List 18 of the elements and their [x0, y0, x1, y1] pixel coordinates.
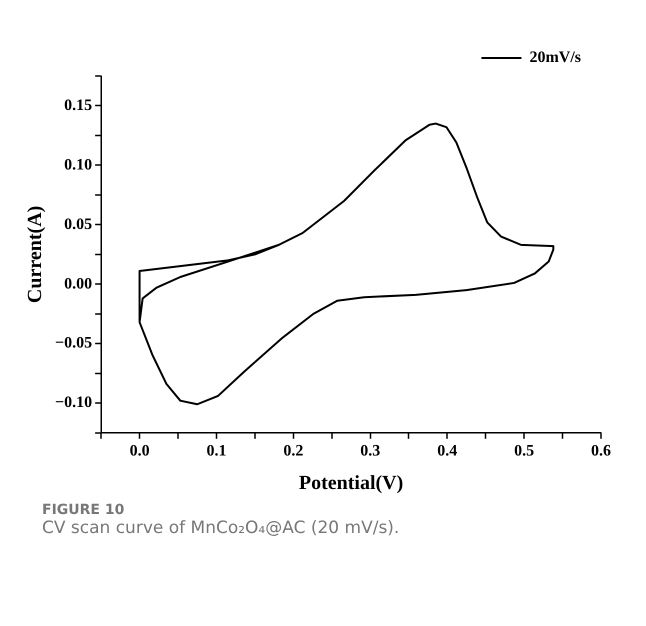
- x-tick-label: 0.4: [437, 442, 458, 460]
- text: CV scan curve of MnCo₂O₄@AC (20 mV/s).: [42, 518, 400, 538]
- x-tick-label: 0.1: [206, 442, 226, 460]
- x-tick-label: 0.5: [514, 442, 534, 460]
- y-tick-label: 0.10: [64, 156, 92, 174]
- x-axis-title: Potential(V): [298, 472, 404, 494]
- legend-label: 20mV/s: [529, 49, 582, 66]
- x-tick-label: 0.0: [130, 442, 150, 460]
- y-tick-label: −0.05: [54, 334, 92, 352]
- y-tick-label: 0.05: [64, 216, 92, 233]
- x-tick-label: 0.6: [591, 442, 611, 460]
- caption: FIGURE 10: [42, 502, 126, 518]
- x-tick-label: 0.2: [283, 442, 304, 460]
- y-tick-label: −0.10: [54, 394, 92, 412]
- y-tick-label: 0.00: [64, 275, 92, 292]
- y-tick-label: 0.15: [64, 96, 92, 114]
- y-axis-title: Current(A): [24, 206, 46, 304]
- x-tick-label: 0.3: [360, 442, 380, 460]
